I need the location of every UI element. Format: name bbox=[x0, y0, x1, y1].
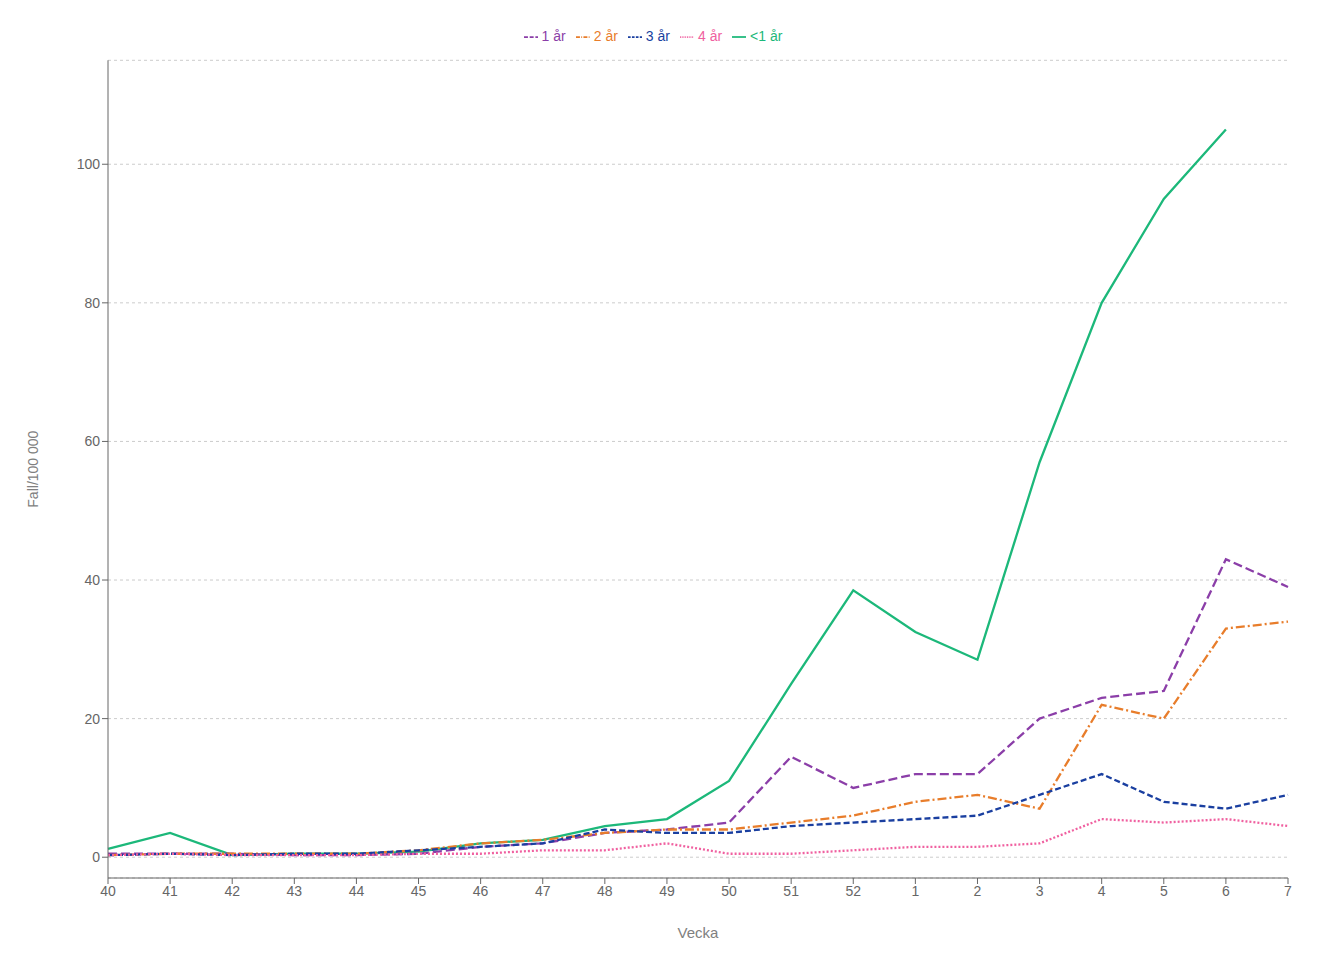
svg-text:43: 43 bbox=[287, 883, 303, 899]
svg-text:1: 1 bbox=[911, 883, 919, 899]
svg-text:100: 100 bbox=[77, 156, 101, 172]
svg-text:45: 45 bbox=[411, 883, 427, 899]
html-text:2 år: 2 år bbox=[593, 28, 618, 44]
svg-text:20: 20 bbox=[84, 711, 100, 727]
svg-text:80: 80 bbox=[84, 295, 100, 311]
svg-text:7: 7 bbox=[1284, 883, 1292, 899]
svg-text:40: 40 bbox=[100, 883, 116, 899]
svg-text:51: 51 bbox=[783, 883, 799, 899]
svg-text:52: 52 bbox=[845, 883, 861, 899]
svg-text:Vecka: Vecka bbox=[678, 924, 720, 941]
svg-text:Fall/100 000: Fall/100 000 bbox=[25, 430, 41, 507]
html-text:4 år: 4 år bbox=[698, 28, 723, 44]
svg-text:3: 3 bbox=[1036, 883, 1044, 899]
svg-text:41: 41 bbox=[162, 883, 178, 899]
svg-text:40: 40 bbox=[84, 572, 100, 588]
svg-text:5: 5 bbox=[1160, 883, 1168, 899]
html-text:3 år: 3 år bbox=[645, 28, 670, 44]
svg-text:48: 48 bbox=[597, 883, 613, 899]
svg-text:49: 49 bbox=[659, 883, 675, 899]
svg-text:60: 60 bbox=[84, 433, 100, 449]
html-text:1 år: 1 år bbox=[541, 28, 566, 44]
svg-text:4: 4 bbox=[1098, 883, 1106, 899]
svg-text:0: 0 bbox=[92, 849, 100, 865]
svg-text:50: 50 bbox=[721, 883, 737, 899]
svg-text:46: 46 bbox=[473, 883, 489, 899]
svg-text:2: 2 bbox=[974, 883, 982, 899]
svg-text:47: 47 bbox=[535, 883, 551, 899]
svg-text:6: 6 bbox=[1222, 883, 1230, 899]
html-text:<1 år: <1 år bbox=[750, 28, 783, 44]
svg-text:44: 44 bbox=[349, 883, 365, 899]
svg-text:42: 42 bbox=[224, 883, 240, 899]
